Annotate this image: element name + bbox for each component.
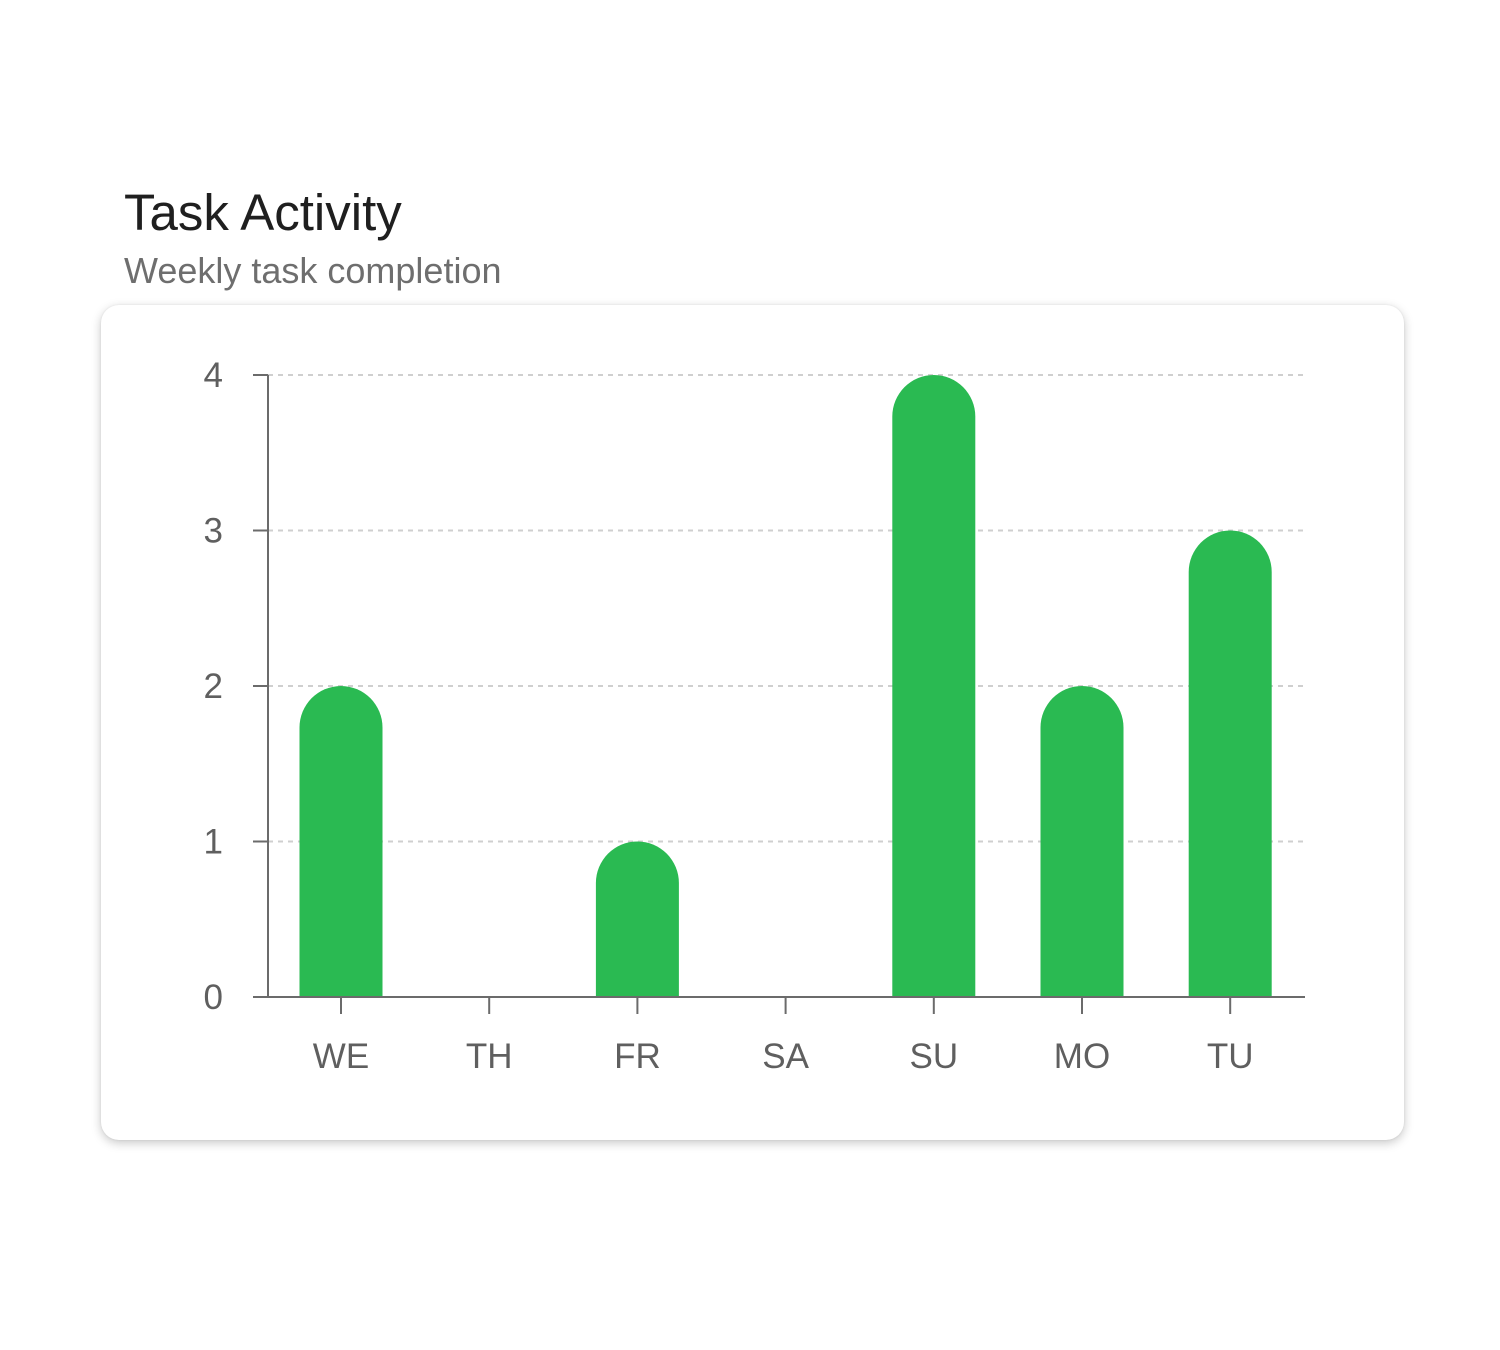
chart-card: 0 1 2 3 4 WE TH FR SA SU MO TU	[101, 305, 1404, 1140]
bar-tu	[1188, 530, 1272, 997]
bar-chart: 0 1 2 3 4 WE TH FR SA SU MO TU	[204, 356, 1305, 1076]
y-tick-label: 3	[204, 512, 223, 551]
x-tick-label: SU	[909, 1037, 958, 1076]
bar-su	[892, 375, 976, 997]
x-tick-label: MO	[1054, 1037, 1110, 1076]
bar-we	[299, 686, 383, 997]
x-tick-label: TH	[466, 1037, 513, 1076]
chart-subtitle: Weekly task completion	[124, 250, 502, 291]
y-tick-label: 4	[204, 356, 223, 395]
bar-fr	[595, 841, 679, 997]
y-tick-label: 2	[204, 667, 223, 706]
x-tick-label: FR	[614, 1037, 661, 1076]
x-tick-label: SA	[762, 1037, 809, 1076]
chart-header: Task Activity Weekly task completion	[124, 183, 502, 293]
x-tick-label: WE	[313, 1037, 369, 1076]
bar-mo	[1040, 686, 1124, 997]
chart-title: Task Activity	[124, 184, 402, 241]
x-tick-label: TU	[1207, 1037, 1254, 1076]
y-tick-label: 1	[204, 823, 223, 862]
y-tick-label: 0	[204, 978, 223, 1017]
